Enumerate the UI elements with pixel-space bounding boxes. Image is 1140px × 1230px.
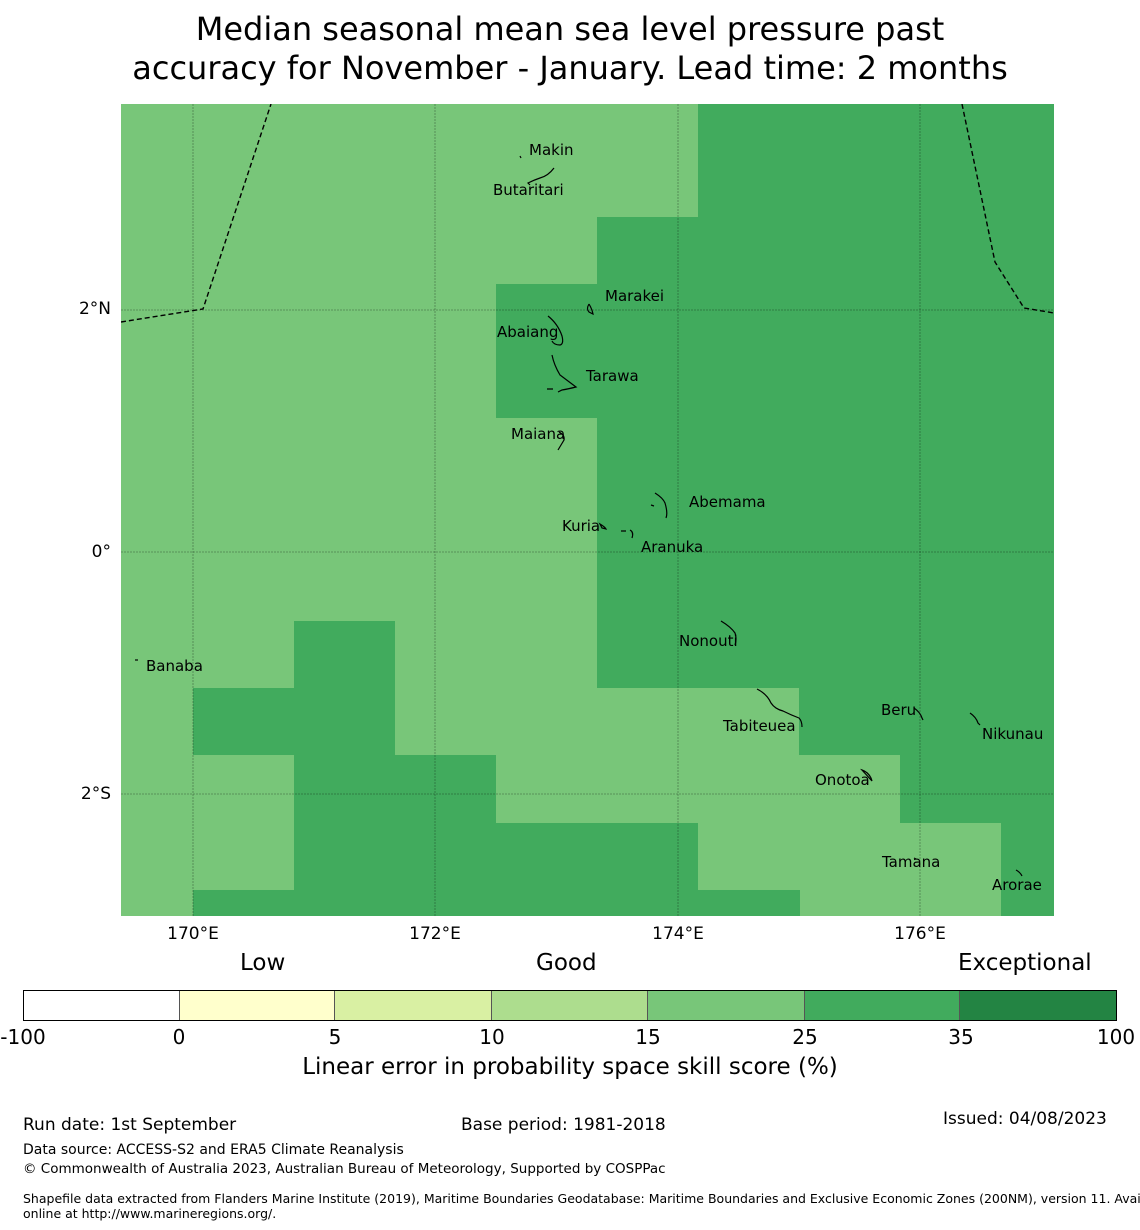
colorbar-tick: 5 [328, 1025, 342, 1049]
lon-tick-176e: 176°E [894, 924, 946, 944]
label-beru: Beru [881, 701, 916, 719]
island-outlines [135, 155, 1023, 877]
legend-category-good: Good [536, 950, 597, 976]
label-onotoa: Onotoa [815, 771, 870, 789]
eez-boundary [121, 104, 1054, 323]
shapefile-credit-line-2: online at http://www.marineregions.org/. [23, 1206, 277, 1221]
title-line-1: Median seasonal mean sea level pressure … [195, 10, 945, 48]
skill-map: Makin Butaritari Marakei Abaiang Tarawa … [121, 104, 1054, 916]
lat-tick-2s: 2°S [80, 784, 111, 804]
label-banaba: Banaba [146, 657, 203, 675]
lat-tick-2n: 2°N [78, 299, 111, 319]
label-tarawa: Tarawa [585, 367, 639, 385]
colorbar [23, 990, 1117, 1021]
colorbar-tick: 10 [479, 1025, 505, 1049]
legend-category-low: Low [240, 950, 286, 976]
data-source: Data source: ACCESS-S2 and ERA5 Climate … [23, 1142, 404, 1158]
title-line-2: accuracy for November - January. Lead ti… [132, 49, 1008, 87]
copyright: © Commonwealth of Australia 2023, Austra… [23, 1161, 666, 1177]
label-aranuka: Aranuka [641, 538, 703, 556]
lon-tick-174e: 174°E [652, 924, 704, 944]
map-svg: Makin Butaritari Marakei Abaiang Tarawa … [121, 104, 1054, 916]
place-labels: Makin Butaritari Marakei Abaiang Tarawa … [146, 141, 1043, 894]
run-date: Run date: 1st September [23, 1115, 237, 1135]
colorbar-tick: 25 [792, 1025, 818, 1049]
label-tabiteuea: Tabiteuea [722, 717, 796, 735]
colorbar-tick: -100 [0, 1025, 46, 1049]
colorbar-seg-4 [492, 991, 648, 1020]
colorbar-tick: 35 [948, 1025, 974, 1049]
issued-date: Issued: 04/08/2023 [943, 1109, 1107, 1129]
colorbar-seg-7 [960, 991, 1117, 1020]
colorbar-tick: 15 [635, 1025, 661, 1049]
colorbar-seg-6 [804, 991, 961, 1020]
colorbar-seg-3 [335, 991, 493, 1020]
label-butaritari: Butaritari [493, 181, 564, 199]
lat-tick-0: 0° [91, 542, 111, 562]
label-marakei: Marakei [605, 287, 664, 305]
chart-title: Median seasonal mean sea level pressure … [0, 10, 1140, 88]
lon-tick-172e: 172°E [409, 924, 461, 944]
shapefile-credit-line-1: Shapefile data extracted from Flanders M… [23, 1191, 1140, 1206]
colorbar-seg-2 [179, 991, 336, 1020]
colorbar-tick: 100 [1096, 1025, 1136, 1049]
label-maiana: Maiana [511, 425, 565, 443]
label-kuria: Kuria [562, 517, 600, 535]
label-nikunau: Nikunau [982, 725, 1043, 743]
label-tamana: Tamana [881, 853, 940, 871]
colorbar-tick: 0 [172, 1025, 186, 1049]
label-nonouti: Nonouti [679, 632, 738, 650]
gridlines [121, 104, 1054, 916]
colorbar-seg-5 [647, 991, 805, 1020]
label-makin: Makin [529, 141, 574, 159]
lon-tick-170e: 170°E [167, 924, 219, 944]
label-arorae: Arorae [992, 876, 1042, 894]
label-abemama: Abemama [689, 493, 766, 511]
legend-category-exceptional: Exceptional [958, 950, 1092, 976]
base-period: Base period: 1981-2018 [461, 1115, 666, 1135]
skill-regions-light-pockets [121, 104, 1001, 916]
label-abaiang: Abaiang [497, 323, 558, 341]
colorbar-title: Linear error in probability space skill … [302, 1054, 838, 1080]
colorbar-seg-1 [24, 991, 180, 1020]
